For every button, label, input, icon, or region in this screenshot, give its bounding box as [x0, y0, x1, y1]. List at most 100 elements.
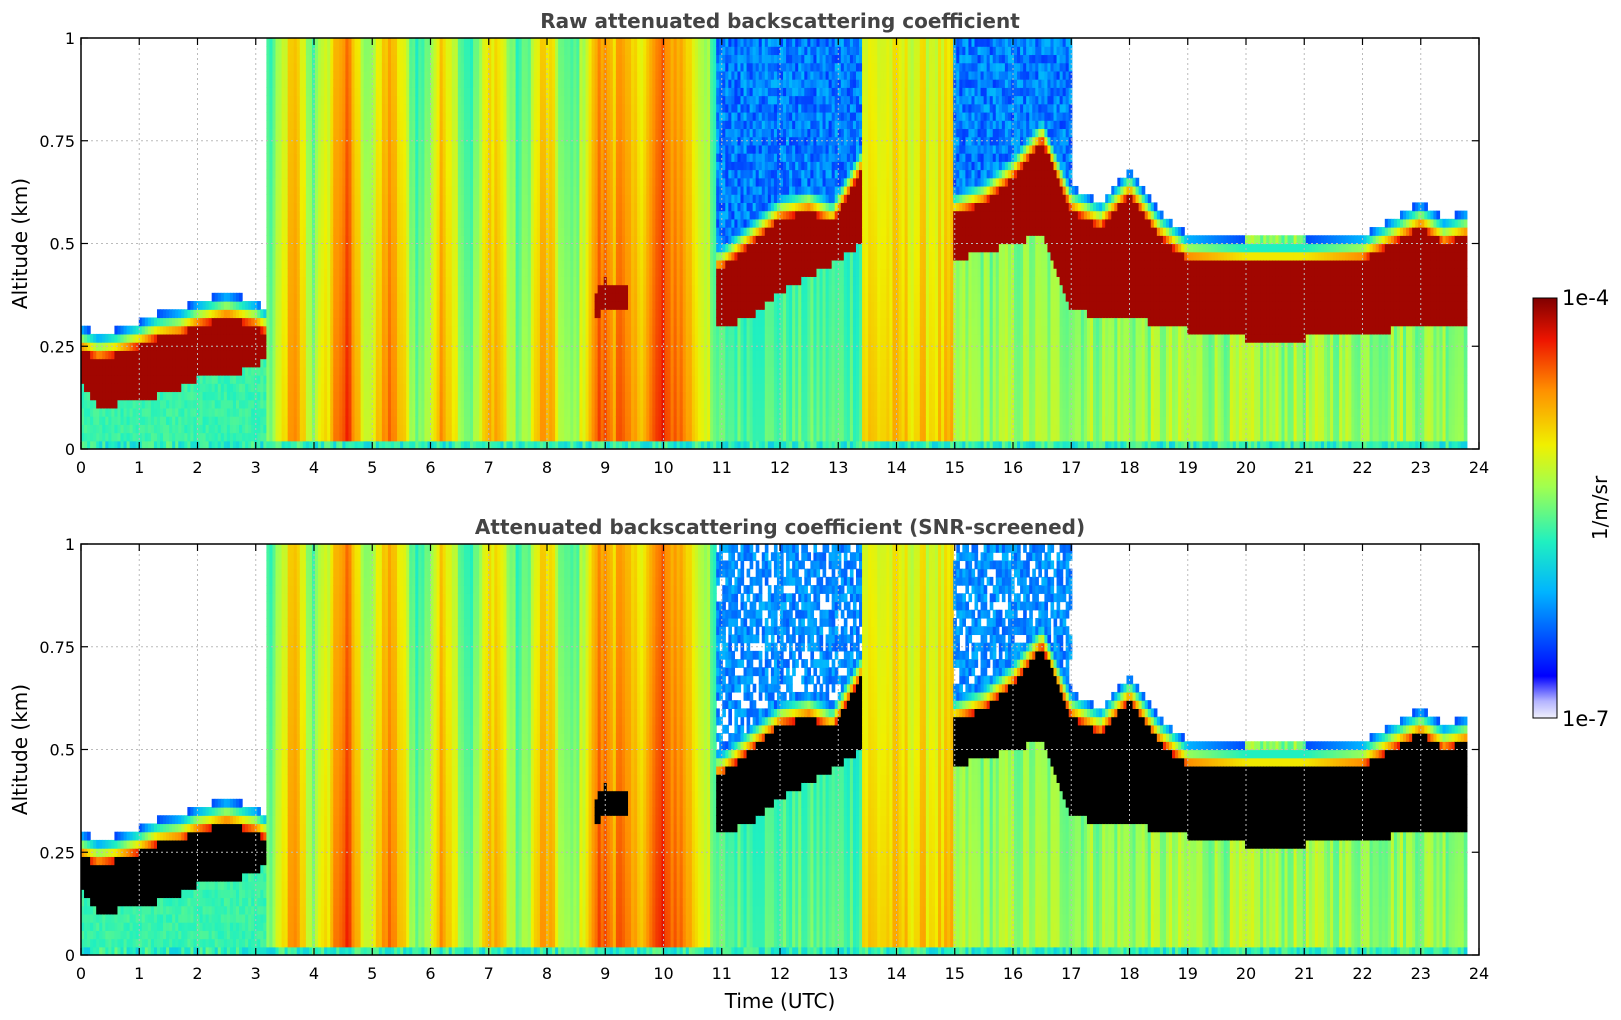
heatmap-cell: [126, 416, 131, 425]
heatmap-cell: [315, 416, 319, 425]
heatmap-cell: [287, 202, 292, 212]
heatmap-cell: [260, 407, 264, 417]
heatmap-cell: [278, 62, 283, 72]
heatmap-cell: [105, 407, 109, 417]
heatmap-cell: [178, 391, 182, 401]
heatmap-cell: [272, 416, 277, 425]
heatmap-cell: [220, 325, 225, 335]
heatmap-cell: [166, 432, 170, 442]
heatmap-cell: [251, 383, 255, 393]
heatmap-cell: [181, 407, 185, 417]
heatmap-cell: [284, 268, 289, 277]
heatmap-cell: [296, 383, 301, 393]
heatmap-cell: [184, 317, 188, 327]
heatmap-cell: [153, 424, 158, 434]
heatmap-cell: [226, 440, 231, 449]
heatmap-cell: [175, 309, 179, 319]
heatmap-cell: [299, 440, 304, 449]
heatmap-cell: [81, 325, 85, 335]
heatmap-cell: [138, 350, 143, 360]
heatmap-cell: [278, 185, 283, 195]
heatmap-cell: [278, 79, 283, 88]
heatmap-cell: [239, 407, 243, 417]
heatmap-cell: [166, 424, 170, 434]
heatmap-cell: [318, 235, 322, 245]
heatmap-cell: [296, 144, 301, 154]
heatmap-cell: [99, 440, 103, 449]
heatmap-cell: [175, 407, 179, 417]
heatmap-cell: [284, 358, 289, 368]
heatmap-cell: [248, 342, 252, 351]
heatmap-cell: [318, 350, 322, 360]
heatmap-cell: [214, 292, 219, 302]
heatmap-cell: [281, 79, 286, 88]
heatmap-cell: [311, 87, 316, 97]
heatmap-cell: [242, 342, 246, 351]
heatmap-cell: [199, 309, 204, 319]
heatmap-cell: [99, 432, 103, 442]
heatmap-cell: [144, 375, 149, 384]
heatmap-cell: [202, 358, 207, 368]
heatmap-cell: [153, 383, 158, 393]
heatmap-cell: [272, 301, 277, 310]
heatmap-cell: [315, 46, 319, 56]
heatmap-cell: [239, 350, 243, 360]
heatmap-cell: [120, 432, 125, 442]
heatmap-cell: [248, 416, 252, 425]
heatmap-cell: [281, 144, 286, 154]
heatmap-cell: [272, 440, 277, 449]
heatmap-cell: [296, 194, 301, 203]
heatmap-cell: [287, 120, 292, 130]
heatmap-cell: [226, 342, 231, 351]
heatmap-cell: [287, 161, 292, 171]
heatmap-cell: [281, 218, 286, 228]
heatmap-cell: [290, 366, 295, 376]
heatmap-cell: [272, 399, 277, 409]
heatmap-cell: [217, 383, 222, 393]
heatmap-cell: [144, 383, 149, 393]
heatmap-cell: [263, 440, 267, 449]
heatmap-cell: [202, 424, 207, 434]
heatmap-cell: [315, 169, 319, 179]
heatmap-cell: [296, 111, 301, 121]
heatmap-cell: [296, 251, 301, 261]
heatmap-cell: [163, 333, 167, 343]
heatmap-cell: [318, 194, 322, 203]
heatmap-cell: [156, 432, 161, 442]
heatmap-cell: [214, 350, 219, 360]
heatmap-cell: [281, 177, 286, 187]
heatmap-cell: [178, 358, 182, 368]
heatmap-cell: [284, 79, 289, 88]
heatmap-cell: [199, 383, 204, 393]
heatmap-cell: [132, 432, 137, 442]
heatmap-cell: [187, 301, 192, 310]
heatmap-cell: [208, 407, 213, 417]
heatmap-cell: [284, 432, 289, 442]
heatmap-cell: [257, 309, 261, 319]
heatmap-cell: [305, 62, 310, 72]
heatmap-cell: [269, 153, 274, 162]
heatmap-cell: [296, 54, 301, 64]
heatmap-cell: [272, 169, 277, 179]
heatmap-cell: [290, 218, 295, 228]
heatmap-cell: [318, 309, 322, 319]
heatmap-cell: [93, 432, 97, 442]
heatmap-cell: [278, 38, 283, 47]
heatmap-cell: [181, 391, 185, 401]
heatmap-cell: [205, 416, 210, 425]
heatmap-cell: [299, 38, 304, 47]
heatmap-cell: [318, 407, 322, 417]
heatmap-cell: [269, 87, 274, 97]
heatmap-cell: [153, 407, 158, 417]
heatmap-cell: [272, 243, 277, 253]
heatmap-cell: [232, 358, 237, 368]
heatmap-cell: [84, 432, 88, 442]
heatmap-cell: [156, 399, 161, 409]
heatmap-cell: [266, 375, 271, 384]
heatmap-cell: [299, 383, 304, 393]
heatmap-cell: [305, 268, 310, 277]
heatmap-cell: [135, 358, 140, 368]
heatmap-cell: [281, 95, 286, 105]
heatmap-cell: [318, 301, 322, 310]
heatmap-cell: [278, 194, 283, 203]
